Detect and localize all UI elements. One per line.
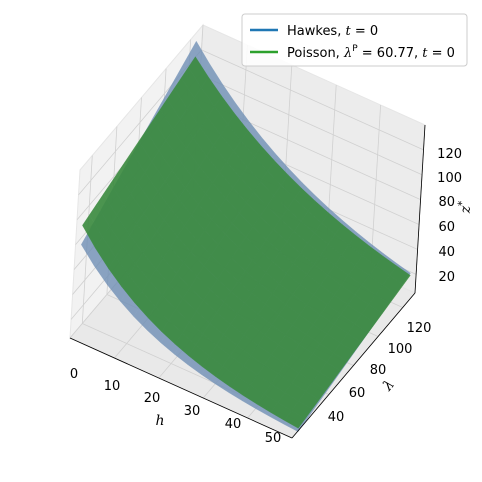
legend-label-hawkes: Hawkes, t = 0 [287,24,378,39]
surface-patch [389,265,411,286]
y-axis-line [291,292,416,439]
z-tick-label: 40 [438,245,455,260]
svg-text:z*: z* [457,201,474,214]
x-tick-label: 30 [184,404,201,419]
legend: Hawkes, t = 0 Poisson, λP = 60.77, t = 0 [241,13,468,67]
legend-box [241,13,468,67]
x-tick-label: 50 [265,431,282,446]
z-tick-label: 80 [438,195,455,210]
y-axis-title: λ [379,377,398,395]
z-axis-title-sup: * [457,201,468,206]
surface-poisson [82,56,411,429]
z-axis-title: z* [457,201,474,214]
axes: 0 10 20 30 40 50 h 40 60 80 100 120 λ 20… [69,124,474,446]
z-tick-label: 120 [437,147,462,162]
surfaces [81,40,411,432]
grid-line-back-z [199,74,423,176]
z-tick-label: 60 [438,220,455,235]
x-tick-label: 20 [144,391,161,406]
y-tick-label: 120 [407,321,432,336]
x-tick-label: 0 [70,367,78,382]
y-tick-label: 60 [349,386,366,401]
z-axis-line [414,124,426,294]
x-axis-line [69,337,293,439]
z-axis-title-main: z [458,205,474,214]
x-axis-title: h [155,413,164,429]
z-tick-label: 20 [438,270,455,285]
grid-line-back-z [201,49,424,151]
y-tick-label: 80 [370,363,387,378]
y-tick-label: 100 [388,342,413,357]
x-tick-label: 40 [225,417,242,432]
y-tick-label: 40 [328,410,345,425]
x-tick-label: 10 [104,379,121,394]
legend-label-poisson: Poisson, λP = 60.77, t = 0 [287,44,455,61]
z-tick-label: 100 [437,171,462,186]
